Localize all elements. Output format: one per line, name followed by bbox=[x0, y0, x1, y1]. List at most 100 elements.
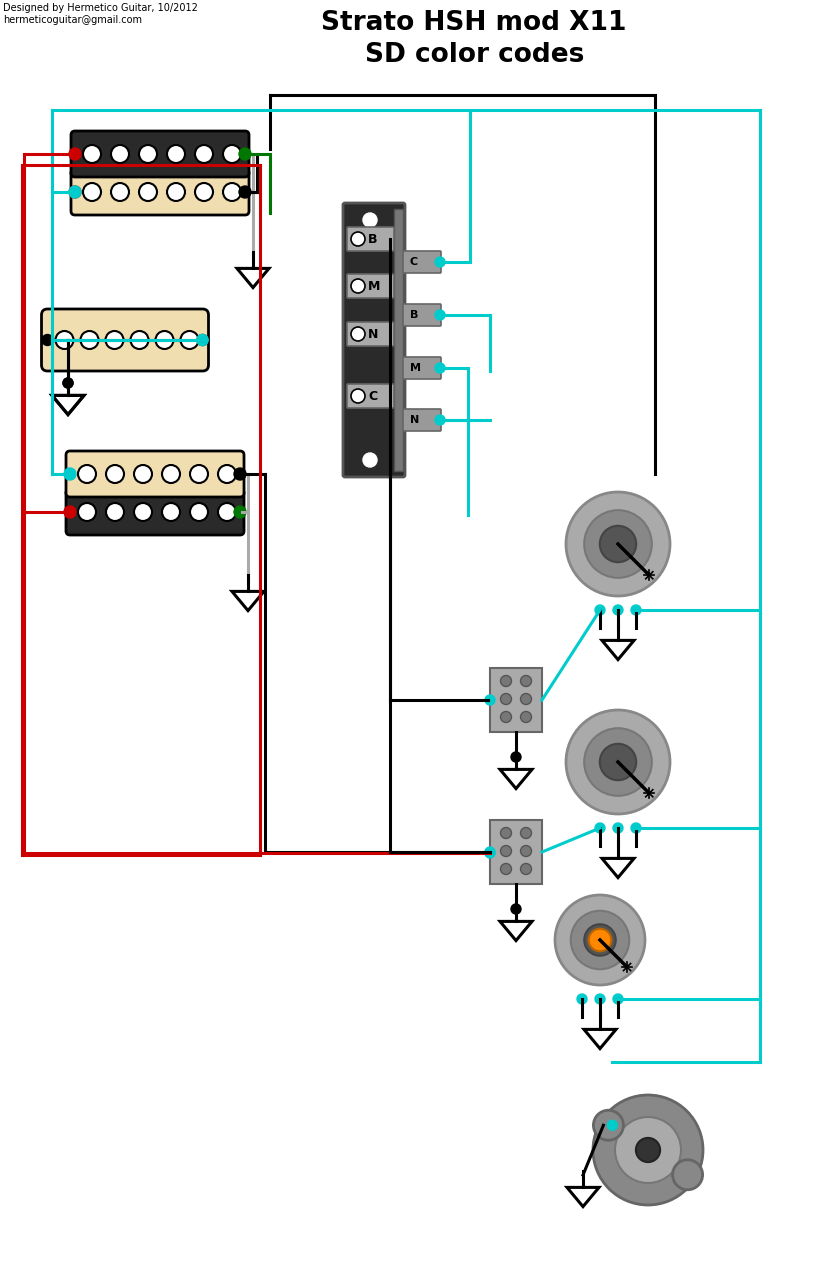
Circle shape bbox=[566, 710, 670, 813]
Circle shape bbox=[234, 468, 246, 480]
Circle shape bbox=[162, 503, 180, 521]
FancyBboxPatch shape bbox=[347, 322, 394, 346]
Circle shape bbox=[595, 824, 605, 833]
Circle shape bbox=[631, 824, 641, 833]
Text: M: M bbox=[368, 280, 380, 293]
Circle shape bbox=[584, 510, 651, 578]
Circle shape bbox=[351, 390, 365, 404]
Text: C: C bbox=[368, 390, 377, 402]
Circle shape bbox=[435, 257, 445, 267]
Circle shape bbox=[56, 331, 73, 349]
Circle shape bbox=[218, 503, 236, 521]
Circle shape bbox=[63, 378, 73, 388]
Circle shape bbox=[631, 605, 641, 615]
Circle shape bbox=[593, 1110, 623, 1141]
Circle shape bbox=[521, 694, 532, 704]
Circle shape bbox=[195, 145, 213, 163]
Circle shape bbox=[69, 186, 81, 199]
Text: B: B bbox=[368, 233, 378, 246]
Circle shape bbox=[162, 465, 180, 482]
Text: N: N bbox=[410, 415, 419, 425]
FancyBboxPatch shape bbox=[347, 274, 394, 298]
Circle shape bbox=[511, 904, 521, 914]
Circle shape bbox=[521, 676, 532, 686]
Circle shape bbox=[223, 145, 241, 163]
Circle shape bbox=[363, 213, 377, 227]
Circle shape bbox=[501, 845, 512, 857]
Circle shape bbox=[197, 335, 208, 345]
Circle shape bbox=[613, 605, 623, 615]
Circle shape bbox=[584, 924, 616, 956]
Circle shape bbox=[485, 847, 495, 857]
Circle shape bbox=[555, 895, 645, 985]
Circle shape bbox=[190, 465, 208, 482]
Circle shape bbox=[485, 848, 495, 858]
Circle shape bbox=[595, 994, 605, 1004]
Circle shape bbox=[435, 415, 445, 425]
Circle shape bbox=[613, 994, 623, 1004]
Circle shape bbox=[139, 145, 157, 163]
Circle shape bbox=[69, 148, 81, 160]
Circle shape bbox=[521, 827, 532, 839]
Circle shape bbox=[111, 145, 129, 163]
Circle shape bbox=[351, 232, 365, 246]
Circle shape bbox=[197, 335, 208, 345]
Circle shape bbox=[218, 465, 236, 482]
FancyBboxPatch shape bbox=[71, 169, 249, 215]
Circle shape bbox=[566, 491, 670, 596]
Circle shape bbox=[42, 335, 53, 345]
Circle shape bbox=[223, 183, 241, 201]
Circle shape bbox=[69, 186, 81, 199]
Circle shape bbox=[106, 465, 124, 482]
Circle shape bbox=[600, 526, 636, 563]
Circle shape bbox=[78, 465, 96, 482]
FancyBboxPatch shape bbox=[347, 227, 394, 251]
Circle shape bbox=[167, 183, 185, 201]
FancyBboxPatch shape bbox=[66, 451, 244, 496]
Circle shape bbox=[485, 695, 495, 705]
Circle shape bbox=[83, 183, 101, 201]
Circle shape bbox=[615, 1116, 681, 1183]
Circle shape bbox=[521, 863, 532, 875]
Circle shape bbox=[78, 503, 96, 521]
Text: Designed by Hermetico Guitar, 10/2012
hermeticoguitar@gmail.com: Designed by Hermetico Guitar, 10/2012 he… bbox=[3, 3, 198, 24]
Text: Strato HSH mod X11
SD color codes: Strato HSH mod X11 SD color codes bbox=[321, 10, 627, 67]
FancyBboxPatch shape bbox=[343, 202, 405, 477]
FancyBboxPatch shape bbox=[347, 384, 394, 409]
Bar bbox=[394, 209, 403, 471]
Circle shape bbox=[501, 694, 512, 704]
Circle shape bbox=[139, 183, 157, 201]
Circle shape bbox=[190, 503, 208, 521]
Circle shape bbox=[521, 712, 532, 723]
FancyBboxPatch shape bbox=[42, 309, 209, 370]
Circle shape bbox=[613, 824, 623, 833]
Circle shape bbox=[156, 331, 174, 349]
Circle shape bbox=[131, 331, 148, 349]
FancyBboxPatch shape bbox=[66, 489, 244, 535]
Circle shape bbox=[106, 503, 124, 521]
FancyBboxPatch shape bbox=[403, 356, 441, 379]
Circle shape bbox=[351, 279, 365, 293]
Circle shape bbox=[106, 331, 123, 349]
Circle shape bbox=[83, 145, 101, 163]
Text: M: M bbox=[410, 363, 421, 373]
Circle shape bbox=[351, 327, 365, 341]
Circle shape bbox=[239, 148, 251, 160]
FancyBboxPatch shape bbox=[403, 409, 441, 432]
Circle shape bbox=[181, 331, 199, 349]
Circle shape bbox=[435, 311, 445, 320]
Circle shape bbox=[584, 728, 651, 796]
Circle shape bbox=[167, 145, 185, 163]
Bar bbox=[490, 668, 542, 732]
Circle shape bbox=[589, 929, 612, 951]
FancyBboxPatch shape bbox=[403, 251, 441, 272]
Circle shape bbox=[672, 1160, 702, 1190]
Circle shape bbox=[593, 1095, 703, 1206]
Circle shape bbox=[64, 468, 76, 480]
Circle shape bbox=[571, 910, 629, 969]
Circle shape bbox=[636, 1138, 660, 1162]
Circle shape bbox=[501, 827, 512, 839]
Circle shape bbox=[363, 453, 377, 467]
Circle shape bbox=[600, 743, 636, 780]
Circle shape bbox=[435, 363, 445, 373]
